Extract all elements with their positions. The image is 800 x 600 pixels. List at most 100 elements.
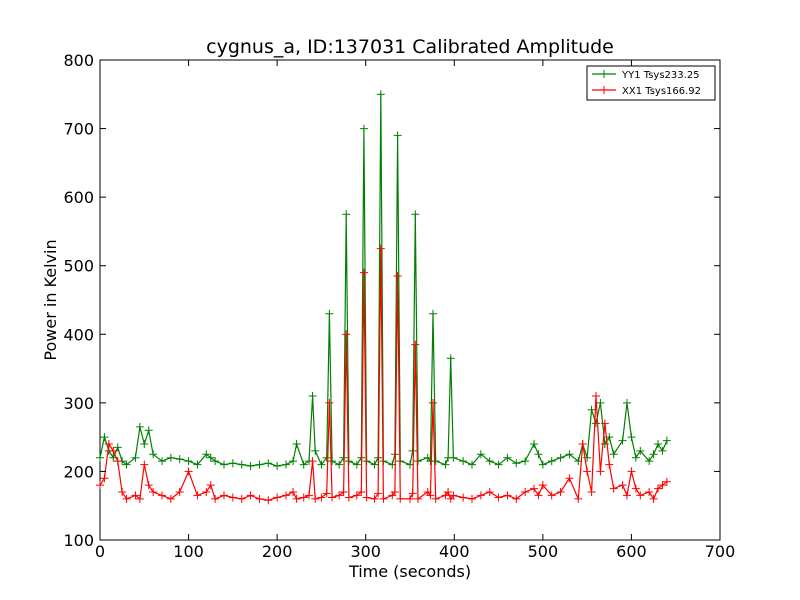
legend-label-0: YY1 Tsys233.25 — [621, 70, 700, 81]
data-point-marker — [342, 330, 351, 339]
data-point-marker — [408, 446, 417, 455]
data-point-marker — [631, 453, 640, 462]
data-point-marker — [100, 474, 109, 483]
data-point-marker — [131, 453, 140, 462]
data-point-marker — [441, 460, 450, 469]
data-point-marker — [485, 488, 494, 496]
data-point-marker — [658, 446, 667, 455]
data-point-marker — [193, 491, 202, 500]
data-point-marker — [149, 488, 158, 496]
data-point-marker — [175, 455, 184, 464]
data-point-marker — [166, 494, 175, 503]
legend-marker-1 — [600, 86, 608, 94]
data-point-marker — [587, 405, 596, 414]
data-point-marker — [426, 491, 435, 500]
data-point-marker — [292, 440, 301, 448]
data-point-marker — [344, 493, 353, 502]
data-point-marker — [618, 436, 627, 445]
data-point-marker — [662, 477, 671, 486]
data-point-marker — [444, 488, 453, 496]
data-point-marker — [325, 309, 334, 318]
data-point-marker — [370, 494, 379, 503]
x-tick-label: 200 — [262, 542, 293, 561]
data-point-marker — [547, 491, 556, 500]
data-point-marker — [322, 453, 331, 462]
data-point-marker — [627, 433, 636, 442]
data-point-marker — [565, 474, 574, 483]
data-point-marker — [636, 491, 645, 500]
data-point-marker — [140, 440, 149, 448]
data-point-marker — [431, 494, 440, 503]
data-point-marker — [494, 460, 503, 469]
data-point-marker — [228, 459, 237, 468]
data-point-marker — [109, 446, 118, 455]
legend-label-1: XX1 Tsys166.92 — [622, 86, 701, 97]
data-point-marker — [220, 460, 228, 469]
data-point-marker — [166, 453, 175, 462]
data-point-marker — [352, 491, 361, 500]
data-point-marker — [282, 460, 290, 469]
data-point-marker — [131, 491, 140, 500]
data-point-marker — [376, 244, 385, 253]
x-tick-label: 600 — [616, 542, 647, 561]
data-point-marker — [135, 422, 144, 431]
data-point-marker — [605, 460, 614, 469]
data-point-marker — [322, 489, 331, 498]
data-point-marker — [406, 494, 414, 503]
data-point-marker — [556, 453, 565, 462]
data-point-marker — [654, 440, 662, 448]
data-point-marker — [521, 457, 530, 466]
data-point-marker — [600, 419, 609, 428]
data-point-marker — [627, 467, 636, 476]
data-point-marker — [390, 488, 399, 496]
data-point-marker — [144, 481, 153, 490]
data-point-marker — [237, 494, 246, 503]
data-point-marker — [264, 459, 273, 468]
data-point-marker — [636, 446, 645, 455]
data-point-marker — [623, 491, 631, 500]
data-point-marker — [184, 467, 193, 476]
data-point-marker — [328, 493, 337, 502]
data-point-marker — [264, 496, 273, 505]
y-tick-label: 100 — [63, 531, 94, 550]
data-point-marker — [220, 491, 228, 500]
data-point-marker — [104, 440, 113, 448]
data-point-marker — [574, 494, 583, 503]
legend-marker-0 — [600, 70, 608, 78]
data-point-marker — [623, 398, 631, 407]
data-point-marker — [342, 210, 351, 219]
data-point-marker — [292, 494, 301, 503]
data-point-marker — [556, 488, 565, 496]
data-point-marker — [289, 488, 298, 496]
data-point-marker — [376, 90, 385, 99]
data-point-marker — [158, 457, 166, 466]
data-point-marker — [282, 491, 290, 500]
data-point-marker — [459, 457, 468, 466]
data-point-marker — [335, 460, 344, 469]
data-point-marker — [311, 494, 320, 503]
y-tick-label: 700 — [63, 120, 94, 139]
x-tick-label: 300 — [350, 542, 381, 561]
data-point-marker — [534, 491, 543, 500]
series-layer — [96, 90, 671, 505]
data-point-marker — [503, 491, 512, 500]
data-point-marker — [158, 491, 166, 500]
data-point-marker — [308, 457, 317, 466]
data-point-marker — [592, 419, 600, 428]
data-point-marker — [149, 450, 158, 459]
data-point-marker — [618, 481, 627, 490]
data-point-marker — [246, 461, 255, 470]
data-point-marker — [317, 460, 326, 469]
data-point-marker — [429, 398, 438, 407]
data-point-marker — [255, 494, 264, 503]
data-point-marker — [273, 493, 282, 502]
data-point-marker — [211, 457, 220, 466]
y-tick-label: 400 — [63, 325, 94, 344]
legend-entries: YY1 Tsys233.25 XX1 Tsys166.92 — [592, 70, 701, 97]
x-tick-label: 400 — [439, 542, 470, 561]
data-point-marker — [113, 443, 122, 452]
data-point-marker — [609, 484, 618, 493]
data-point-marker — [512, 494, 521, 503]
data-point-marker — [583, 467, 592, 476]
